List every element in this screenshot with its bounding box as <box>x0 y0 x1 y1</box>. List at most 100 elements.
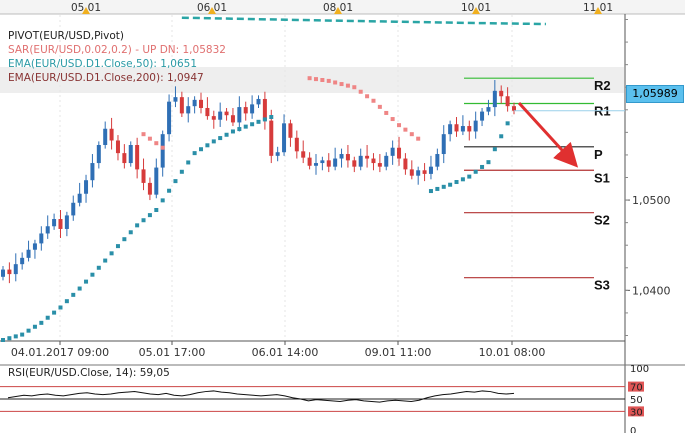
sar-dot-down <box>377 104 382 109</box>
sar-dot-up <box>52 310 57 315</box>
candle-body <box>326 160 331 167</box>
rsi-y-tick-label: 50 <box>630 395 643 406</box>
sar-dot-up <box>45 315 50 320</box>
sar-dot-down <box>384 110 389 115</box>
sar-dot-up <box>77 286 82 291</box>
candle-body <box>13 264 18 275</box>
sar-dot-up <box>39 320 44 325</box>
sar-dot-up <box>122 237 127 242</box>
ema50-line <box>181 16 546 26</box>
x-tick-label: 10.01 08:00 <box>479 346 546 359</box>
candle-body <box>199 99 204 108</box>
sar-dot-up <box>211 139 216 144</box>
candle-body <box>77 193 82 203</box>
sar-dot-down <box>365 94 370 99</box>
sar-dot-up <box>499 134 504 139</box>
forecast-arrow <box>517 101 579 168</box>
candle-body <box>224 111 229 116</box>
candle-body <box>448 124 453 135</box>
candle-body <box>64 215 69 229</box>
sar-dot-up <box>58 305 63 310</box>
candle-body <box>141 169 146 183</box>
candle-body <box>243 107 248 114</box>
candle-body <box>96 145 101 164</box>
candle-body <box>454 124 459 132</box>
rsi-level-tag <box>628 394 644 404</box>
candle-body <box>505 96 510 107</box>
sar-dot-up <box>13 334 18 339</box>
sar-dot-up <box>26 328 31 333</box>
sar-dot-up <box>250 122 255 127</box>
sar-dot-down <box>390 117 395 122</box>
legend-band <box>0 67 624 93</box>
sar-dot-down <box>160 145 165 150</box>
rsi-level-tag <box>628 381 644 392</box>
candle-body <box>371 158 376 164</box>
candle-body <box>473 120 478 132</box>
rsi-y-tick-label: 100 <box>630 364 649 375</box>
date-marker-icon <box>334 7 342 14</box>
sar-dot-up <box>237 127 242 132</box>
sar-dot-up <box>256 119 261 124</box>
date-marker-icon <box>208 7 216 14</box>
legend-pivot: PIVOT(EUR/USD,Pivot) <box>8 30 124 42</box>
date-marker-icon <box>472 7 480 14</box>
sar-dot-up <box>109 251 114 256</box>
x-tick-label: 05.01 17:00 <box>139 346 206 359</box>
candle-body <box>205 107 210 117</box>
sar-dot-up <box>448 182 453 187</box>
candle-body <box>384 155 389 167</box>
candle-body <box>179 97 184 114</box>
sar-dot-up <box>96 265 101 270</box>
sar-dot-down <box>358 89 363 94</box>
candle-body <box>416 170 421 176</box>
candle-body <box>109 128 114 141</box>
price-axis: 1,0500 1,0400 <box>625 19 671 336</box>
sar-dot-down <box>333 80 338 85</box>
sar-dot-down <box>307 76 312 81</box>
sar-dot-down <box>320 78 325 82</box>
pivot-label-r2: R2 <box>594 78 611 93</box>
sar-dot-down <box>371 98 376 103</box>
candle-body <box>428 166 433 174</box>
candle-body <box>52 219 57 227</box>
sar-dot-down <box>416 136 421 141</box>
sar-dot-up <box>84 279 89 284</box>
sar-dot-up <box>435 186 440 191</box>
sar-dot-down <box>403 127 408 132</box>
sar-dot-up <box>473 169 478 174</box>
sar-dot-down <box>141 132 146 137</box>
candle-body <box>147 182 152 195</box>
rsi-y-tick-label: 30 <box>630 407 643 418</box>
sar-dot-down <box>154 141 159 146</box>
candle-body <box>409 169 414 176</box>
current-price-tag: 1,05989 <box>626 85 684 103</box>
candle-body <box>422 170 427 174</box>
sar-dot-up <box>141 218 146 223</box>
candle-body <box>313 163 318 166</box>
sar-dot-up <box>128 230 133 235</box>
sar-dot-up <box>199 147 204 152</box>
candle-body <box>480 111 485 121</box>
sar-dot-up <box>218 136 223 141</box>
sar-dot-up <box>441 184 446 189</box>
rsi-y-tick-label: 70 <box>630 383 643 394</box>
sar-dot-up <box>167 188 172 193</box>
candle-body <box>128 145 133 164</box>
sar-dot-up <box>1 338 5 342</box>
sar-dot-down <box>313 77 318 82</box>
candle-body <box>492 90 497 108</box>
sar-dot-up <box>224 132 229 137</box>
candle-body <box>230 115 235 123</box>
sar-dot-up <box>505 121 510 126</box>
candle-body <box>218 111 223 120</box>
candle-body <box>269 120 274 156</box>
sar-dot-up <box>269 115 274 120</box>
candle-body <box>467 126 472 132</box>
candle-body <box>20 257 25 265</box>
sar-dot-up <box>428 189 433 194</box>
candle-body <box>192 99 197 107</box>
